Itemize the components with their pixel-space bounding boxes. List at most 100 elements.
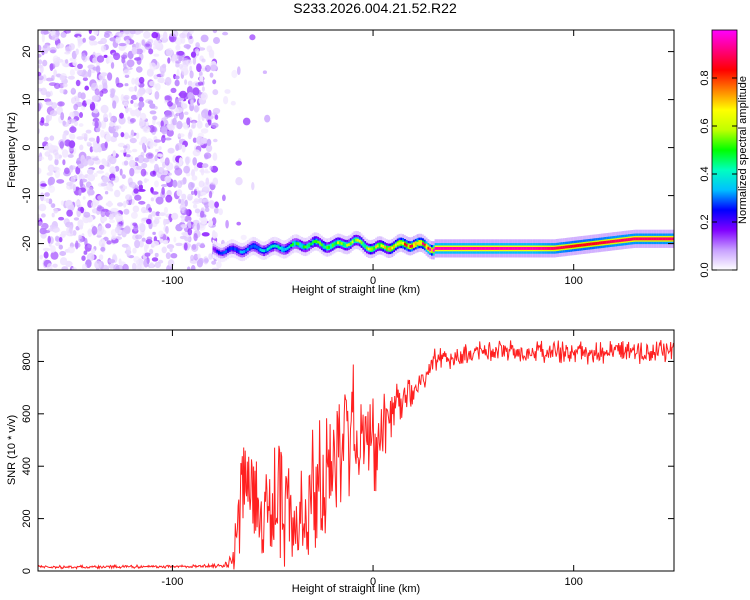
spectrogram-noise-cell: [192, 200, 201, 205]
spectrogram-noise-cell: [123, 132, 130, 140]
spectrogram-noise-cell: [123, 160, 129, 166]
spectrogram-noise-cell: [106, 240, 112, 245]
colorbar-bar: [711, 29, 738, 271]
spectrogram-ridge-cell: [219, 251, 222, 255]
spectrogram-noise-cell: [81, 263, 88, 270]
spectrogram-noise-cell: [157, 167, 165, 175]
spectrogram-noise-cell: [178, 157, 183, 166]
spectrogram-noise-cell: [62, 83, 68, 88]
spectrogram-noise-cell: [196, 222, 200, 231]
spectrogram-noise-cell: [161, 184, 168, 187]
spectrogram-noise-cell: [158, 212, 166, 217]
spectrogram-x-ticks: -100 0 100: [161, 30, 583, 287]
spectrogram-noise-cell: [189, 70, 194, 79]
spectrogram-noise-cell: [107, 72, 113, 81]
spectrogram-ridge-cell: [458, 247, 460, 250]
spectrogram-noise-cell: [60, 112, 65, 121]
spectrogram-noise-cell: [77, 63, 83, 69]
spectrogram-noise-cell: [167, 259, 175, 267]
spectrogram-ridge-cell: [273, 244, 276, 248]
spectrogram-noise-cell: [77, 91, 83, 99]
spectrogram-ridge-cell: [450, 247, 453, 250]
spectrogram-ridge-cell: [543, 247, 545, 250]
spectrogram-ridge-cell: [665, 237, 668, 241]
spectrogram-noise-cell: [203, 256, 209, 265]
x-tick-label: -100: [161, 576, 183, 588]
spectrogram-ridge-cell: [283, 248, 285, 251]
spectrogram-noise-cell: [60, 230, 68, 236]
snr-panel: -100 0 100 0 200 400 600 800 Height of straigh…: [6, 329, 675, 595]
spectrogram-ridge-cell: [443, 247, 446, 250]
spectrogram-ridge-cell: [617, 239, 619, 243]
spectrogram-noise-cell: [170, 87, 177, 93]
spectrogram-noise-cell: [52, 263, 58, 268]
spectrogram-noise-cell: [179, 32, 186, 39]
spectrogram-noise-cell: [154, 163, 159, 171]
snr-series-line: [38, 340, 674, 570]
spectrogram-noise-cell: [199, 75, 204, 83]
spectrogram-noise-cell: [94, 88, 100, 96]
spectrogram-noise-cell: [143, 209, 150, 213]
spectrogram-noise-cell: [165, 47, 173, 57]
spectrogram-noise-cell: [137, 154, 145, 164]
spectrogram-ridge-cell: [221, 251, 224, 255]
spectrogram-ridge-cell: [651, 237, 654, 241]
spectrogram-noise-cell: [132, 222, 138, 227]
spectrogram-noise-cell: [192, 87, 200, 96]
spectrogram-noise-cell: [69, 165, 74, 173]
spectrogram-noise-cell: [208, 253, 213, 260]
spectrogram-noise-cell: [151, 211, 157, 217]
spectrogram-noise-cell: [130, 110, 136, 115]
spectrogram-noise-cell: [110, 177, 116, 181]
spectrogram-noise-cell: [177, 133, 185, 138]
spectrogram-ridge-cell: [329, 245, 332, 248]
spectrogram-noise-cell: [208, 219, 214, 227]
spectrogram-noise-cell: [186, 266, 191, 270]
spectrogram-noise-cell: [108, 263, 115, 269]
spectrogram-noise-cell: [191, 169, 195, 178]
snr-xlabel: Height of straight line (km): [292, 583, 420, 595]
spectrogram-noise-cell: [87, 173, 96, 182]
spectrogram-noise-cell: [140, 168, 147, 177]
spectrogram-noise-cell: [152, 170, 156, 175]
spectrogram-noise-cell: [137, 180, 143, 186]
spectrogram-noise-cell: [114, 125, 120, 130]
spectrogram-ridge-cell: [237, 249, 240, 253]
spectrogram-noise-cell: [148, 48, 154, 55]
spectrogram-ridge-cell: [413, 243, 415, 247]
spectrogram-ridge-cell: [371, 247, 374, 251]
spectrogram-noise-cell: [212, 230, 216, 239]
spectrogram-noise-cell: [50, 251, 59, 260]
spectrogram-ridge-cell: [319, 241, 321, 245]
spectrogram-noise-cell: [165, 225, 169, 234]
y-tick-label: 10: [21, 93, 33, 105]
spectrogram-ridge-cell: [290, 244, 293, 247]
spectrogram-noise-cell: [175, 112, 180, 117]
spectrogram-noise-cell: [49, 165, 54, 174]
spectrogram-noise-cell: [104, 141, 108, 149]
spectrogram-ridge-cell: [266, 247, 269, 251]
spectrogram-ridge-cell: [624, 238, 627, 242]
spectrogram-noise-cell: [38, 53, 42, 58]
spectrogram-noise-cell: [69, 181, 74, 190]
spectrogram-noise-cell: [158, 259, 164, 264]
spectrogram-ridge-cell: [364, 244, 367, 248]
spectrogram-noise-cell: [60, 200, 64, 206]
spectrogram-noise-cell: [204, 207, 210, 213]
spectrogram-noise-cell: [132, 262, 137, 270]
spectrogram-noise-cell: [105, 223, 112, 229]
spectrogram-noise-cell: [231, 69, 238, 79]
spectrogram-ridge-cell: [212, 247, 215, 251]
spectrogram-noise-cell: [82, 196, 86, 200]
colorbar-label: Normalized spectral amplitude: [737, 76, 749, 224]
spectrogram-noise-cell: [186, 117, 191, 125]
spectrogram-noise-cell: [183, 44, 191, 49]
spectrogram-noise-cell: [212, 152, 218, 161]
spectrogram-noise-cell: [100, 45, 107, 52]
spectrogram-noise-cell: [98, 254, 104, 261]
spectrogram-noise-cell: [126, 249, 132, 257]
colorbar-tick-label: 0.6: [699, 118, 711, 133]
spectrogram-noise-cell: [202, 182, 210, 188]
spectrogram-noise-cell: [75, 166, 81, 175]
spectrogram-noise-cell: [112, 150, 117, 158]
